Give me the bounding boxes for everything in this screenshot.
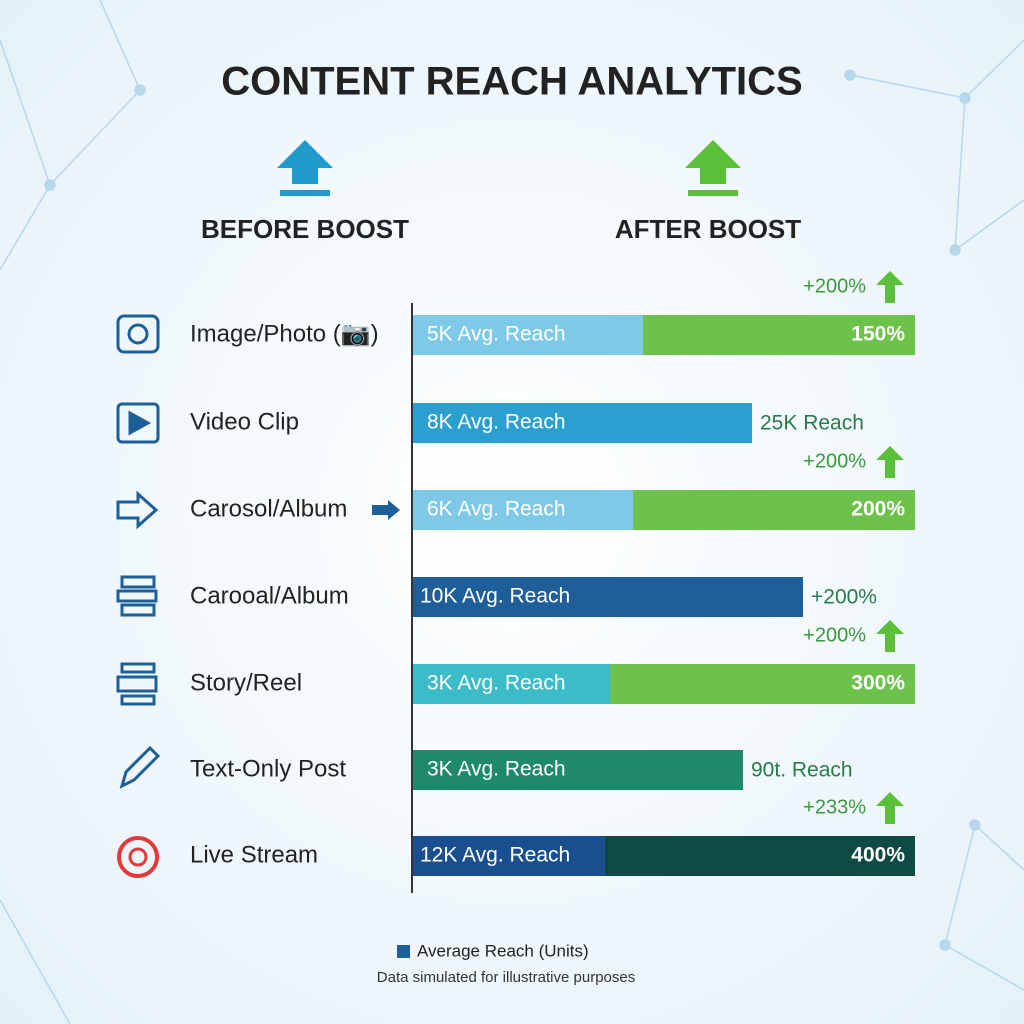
row-label: Carooal/Album: [190, 582, 349, 609]
before-label: 8K Avg. Reach: [427, 411, 566, 434]
before-arrow-base: [280, 190, 330, 196]
before-bar: [413, 403, 752, 443]
live-icon-inner: [128, 847, 148, 867]
before-label: 12K Avg. Reach: [420, 844, 570, 867]
after-arrow-icon: [685, 140, 741, 184]
row-icons: [116, 314, 161, 789]
change-label: +200%: [803, 275, 866, 297]
after-label: 200%: [851, 498, 905, 521]
change-arrow: [876, 620, 904, 652]
before-bar: [413, 836, 605, 876]
row-label: Image/Photo (📷): [190, 320, 379, 347]
before-label: 5K Avg. Reach: [427, 323, 566, 346]
row-label: Story/Reel: [190, 669, 302, 696]
after-label: +200%: [811, 586, 877, 609]
after-label: 150%: [851, 323, 905, 346]
before-label: 3K Avg. Reach: [427, 758, 566, 781]
change-arrow: [876, 271, 904, 303]
album-arrow: [372, 500, 400, 520]
before-label: 3K Avg. Reach: [427, 672, 566, 695]
change-arrow: [876, 446, 904, 478]
after-arrow-base: [688, 190, 738, 196]
before-bar: [413, 750, 743, 790]
after-bar: [605, 836, 915, 876]
after-label: 300%: [851, 672, 905, 695]
after-heading: AFTER BOOST: [615, 214, 801, 244]
before-arrow-icon: [277, 140, 333, 184]
row-label: Video Clip: [190, 408, 299, 435]
after-bar: [633, 490, 915, 530]
after-bar: [610, 664, 915, 704]
legend-swatch: [397, 945, 410, 958]
before-label: 6K Avg. Reach: [427, 498, 566, 521]
change-label: +200%: [803, 624, 866, 646]
legend-label: Average Reach (Units): [417, 941, 589, 960]
change-label: +200%: [803, 450, 866, 472]
change-arrow: [876, 792, 904, 824]
before-label: 10K Avg. Reach: [420, 585, 570, 608]
title: CONTENT REACH ANALYTICS: [221, 60, 803, 104]
change-label: +233%: [803, 796, 866, 818]
after-label: 25K Reach: [760, 412, 864, 435]
before-bar: [413, 664, 610, 704]
row-label: Carosol/Album: [190, 495, 347, 522]
after-label: 90t. Reach: [751, 759, 853, 782]
row-label: Live Stream: [190, 841, 318, 868]
live-icon: [117, 836, 159, 878]
before-heading: BEFORE BOOST: [201, 214, 409, 244]
before-bar: [413, 315, 643, 355]
before-bar: [413, 490, 633, 530]
footnote: Data simulated for illustrative purposes: [377, 969, 635, 986]
before-bar: [413, 577, 803, 617]
after-label: 400%: [851, 844, 905, 867]
after-bar: [643, 315, 915, 355]
row-label: Text-Only Post: [190, 755, 346, 782]
